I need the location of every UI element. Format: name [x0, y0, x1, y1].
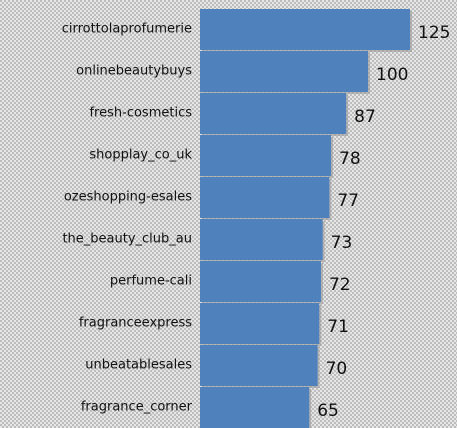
- category-label: the_beauty_club_au: [62, 232, 192, 247]
- bar: [200, 387, 310, 428]
- value-label: 73: [331, 233, 353, 253]
- category-label: unbeatablesales: [85, 358, 192, 373]
- category-label: fragrance_corner: [81, 400, 193, 415]
- value-label: 77: [337, 191, 359, 211]
- value-label: 72: [329, 275, 351, 295]
- bar: [200, 93, 347, 134]
- category-label: fresh-cosmetics: [89, 106, 192, 121]
- bar: [200, 345, 318, 386]
- value-label: 100: [376, 65, 408, 85]
- category-label: perfume-cali: [110, 274, 192, 289]
- value-label: 65: [317, 401, 339, 421]
- bar: [200, 9, 410, 50]
- category-label: ozeshopping-esales: [64, 190, 192, 205]
- value-label: 78: [339, 149, 361, 169]
- category-label: shopplay_co_uk: [89, 148, 192, 163]
- bar: [200, 303, 320, 344]
- value-label: 71: [327, 317, 349, 337]
- bar: [200, 261, 321, 302]
- bar: [200, 51, 368, 92]
- category-label: fragranceexpress: [79, 316, 192, 331]
- value-label: 87: [354, 107, 376, 127]
- category-label: onlinebeautybuys: [76, 64, 192, 79]
- bar: [200, 219, 323, 260]
- value-label: 70: [326, 359, 348, 379]
- bar: [200, 177, 330, 218]
- value-label: 125: [418, 23, 450, 43]
- bar: [200, 135, 332, 176]
- category-label: cirrottolaprofumerie: [62, 22, 192, 37]
